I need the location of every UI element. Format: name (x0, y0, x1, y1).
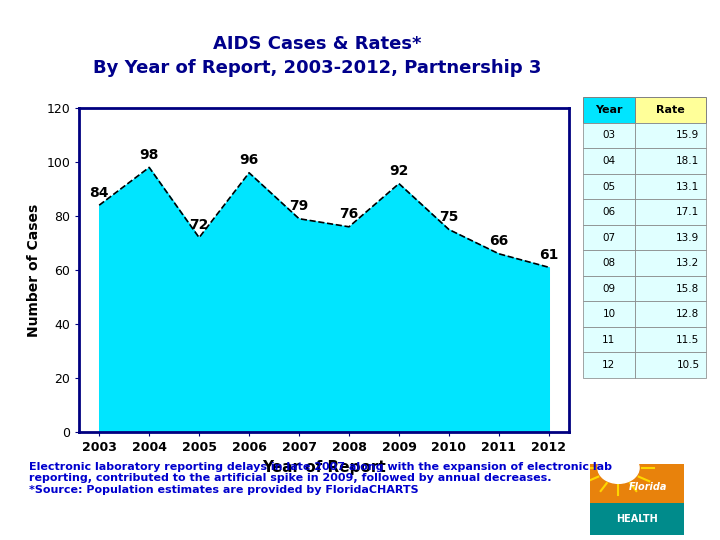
Text: 13.1: 13.1 (676, 181, 700, 192)
Bar (583, 199, 634, 225)
Text: 10.5: 10.5 (676, 360, 700, 370)
Bar (634, 276, 706, 301)
Bar (590, 464, 684, 503)
Bar (583, 97, 634, 123)
Bar (634, 225, 706, 251)
Text: HEALTH: HEALTH (616, 514, 658, 524)
Bar (634, 353, 706, 378)
Text: 05: 05 (603, 181, 616, 192)
Text: 96: 96 (240, 153, 258, 167)
Text: 17.1: 17.1 (676, 207, 700, 217)
Text: 15.8: 15.8 (676, 284, 700, 294)
Text: 12.8: 12.8 (676, 309, 700, 319)
Text: 11: 11 (602, 335, 616, 345)
Bar (583, 225, 634, 251)
Text: Electronic laboratory reporting delays in late 2007 along with the expansion of : Electronic laboratory reporting delays i… (29, 462, 612, 495)
Text: 15.9: 15.9 (676, 131, 700, 140)
Bar (583, 327, 634, 353)
Text: 04: 04 (603, 156, 616, 166)
Text: 12: 12 (602, 360, 616, 370)
Text: 61: 61 (539, 248, 559, 262)
Bar (634, 148, 706, 174)
Text: 07: 07 (603, 233, 616, 242)
Text: 09: 09 (603, 284, 616, 294)
Text: 75: 75 (439, 210, 459, 224)
Text: 10: 10 (603, 309, 616, 319)
Bar (634, 251, 706, 276)
Text: 66: 66 (489, 234, 508, 248)
Text: AIDS Cases & Rates*
By Year of Report, 2003-2012, Partnership 3: AIDS Cases & Rates* By Year of Report, 2… (93, 35, 541, 77)
Bar (583, 251, 634, 276)
Bar (583, 301, 634, 327)
Bar (583, 123, 634, 148)
Text: 18.1: 18.1 (676, 156, 700, 166)
Text: 92: 92 (390, 164, 409, 178)
Bar (634, 123, 706, 148)
X-axis label: Year of Report: Year of Report (262, 460, 386, 475)
Text: 72: 72 (189, 218, 209, 232)
Bar (634, 174, 706, 199)
Text: 76: 76 (339, 207, 359, 221)
Text: 11.5: 11.5 (676, 335, 700, 345)
Bar (583, 353, 634, 378)
Text: 03: 03 (603, 131, 616, 140)
Text: 06: 06 (603, 207, 616, 217)
Bar (634, 301, 706, 327)
Bar (590, 503, 684, 535)
Y-axis label: Number of Cases: Number of Cases (27, 204, 41, 336)
Text: Florida: Florida (629, 482, 667, 492)
Bar (583, 174, 634, 199)
Bar (583, 276, 634, 301)
Text: 08: 08 (603, 258, 616, 268)
Text: 98: 98 (140, 148, 159, 162)
Bar (634, 327, 706, 353)
Bar (634, 97, 706, 123)
Text: 79: 79 (289, 199, 309, 213)
Bar (634, 199, 706, 225)
Text: 13.2: 13.2 (676, 258, 700, 268)
Text: Year: Year (595, 105, 623, 115)
Text: 84: 84 (89, 186, 109, 200)
Text: 13.9: 13.9 (676, 233, 700, 242)
Text: Rate: Rate (656, 105, 685, 115)
Circle shape (598, 453, 639, 483)
Bar (583, 148, 634, 174)
